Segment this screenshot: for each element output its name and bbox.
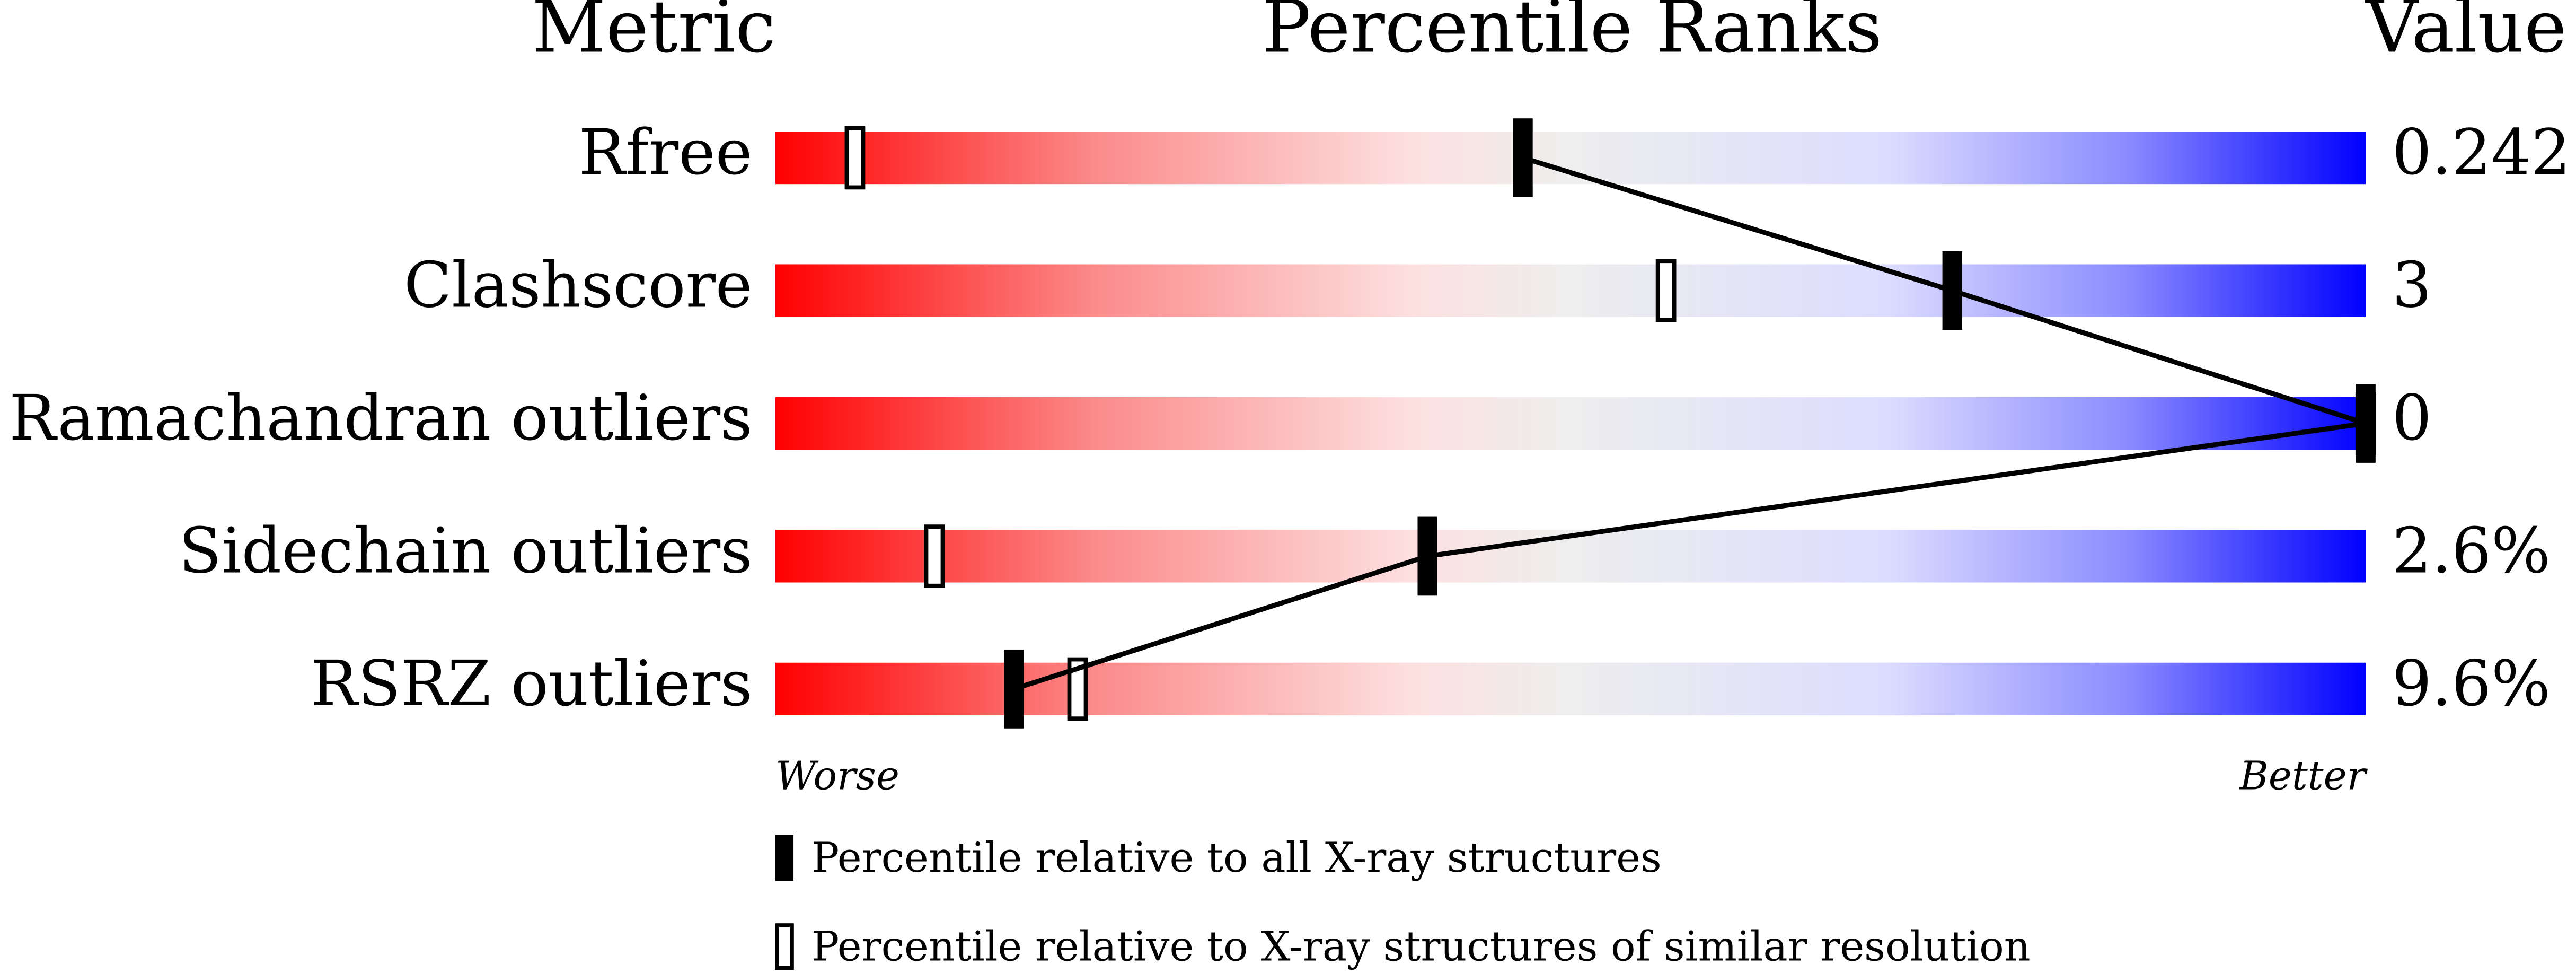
metric-value: 2.6%	[2392, 514, 2551, 587]
percentile-bar	[775, 264, 2366, 317]
metric-label: Ramachandran outliers	[9, 382, 752, 454]
marker-similar	[1655, 259, 1677, 322]
percentile-bar	[775, 397, 2366, 450]
percentile-bar	[775, 662, 2366, 715]
metric-value: 0	[2392, 382, 2432, 454]
marker-similar	[844, 126, 866, 190]
metric-label: RSRZ outliers	[311, 647, 752, 720]
marker-similar	[924, 524, 945, 588]
header-value: Value	[2365, 0, 2566, 69]
legend-swatch	[775, 923, 794, 970]
percentile-bar	[775, 530, 2366, 583]
metric-label: Rfree	[579, 116, 753, 189]
connector-line	[1013, 155, 2367, 691]
metric-label: Sidechain outliers	[179, 514, 752, 587]
legend-label: Percentile relative to X-ray structures …	[811, 923, 2031, 971]
metric-value: 9.6%	[2392, 647, 2551, 720]
legend-swatch	[775, 835, 794, 881]
x-label-better: Better	[2238, 753, 2368, 799]
metric-label: Clashscore	[404, 249, 753, 322]
legend-label: Percentile relative to all X-ray structu…	[811, 834, 1662, 882]
x-label-worse: Worse	[775, 753, 899, 799]
header-percentile: Percentile Ranks	[1262, 0, 1882, 69]
metric-value: 3	[2392, 249, 2432, 322]
header-metric: Metric	[532, 0, 775, 69]
metric-value: 0.242	[2392, 116, 2571, 189]
percentile-bar	[775, 132, 2366, 185]
